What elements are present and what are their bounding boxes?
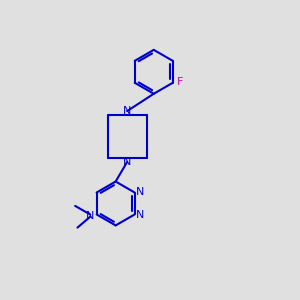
Text: N: N xyxy=(86,211,94,220)
Text: N: N xyxy=(136,210,144,220)
Text: N: N xyxy=(123,157,131,167)
Text: N: N xyxy=(136,187,144,196)
Text: F: F xyxy=(177,76,184,87)
Text: N: N xyxy=(123,106,131,116)
